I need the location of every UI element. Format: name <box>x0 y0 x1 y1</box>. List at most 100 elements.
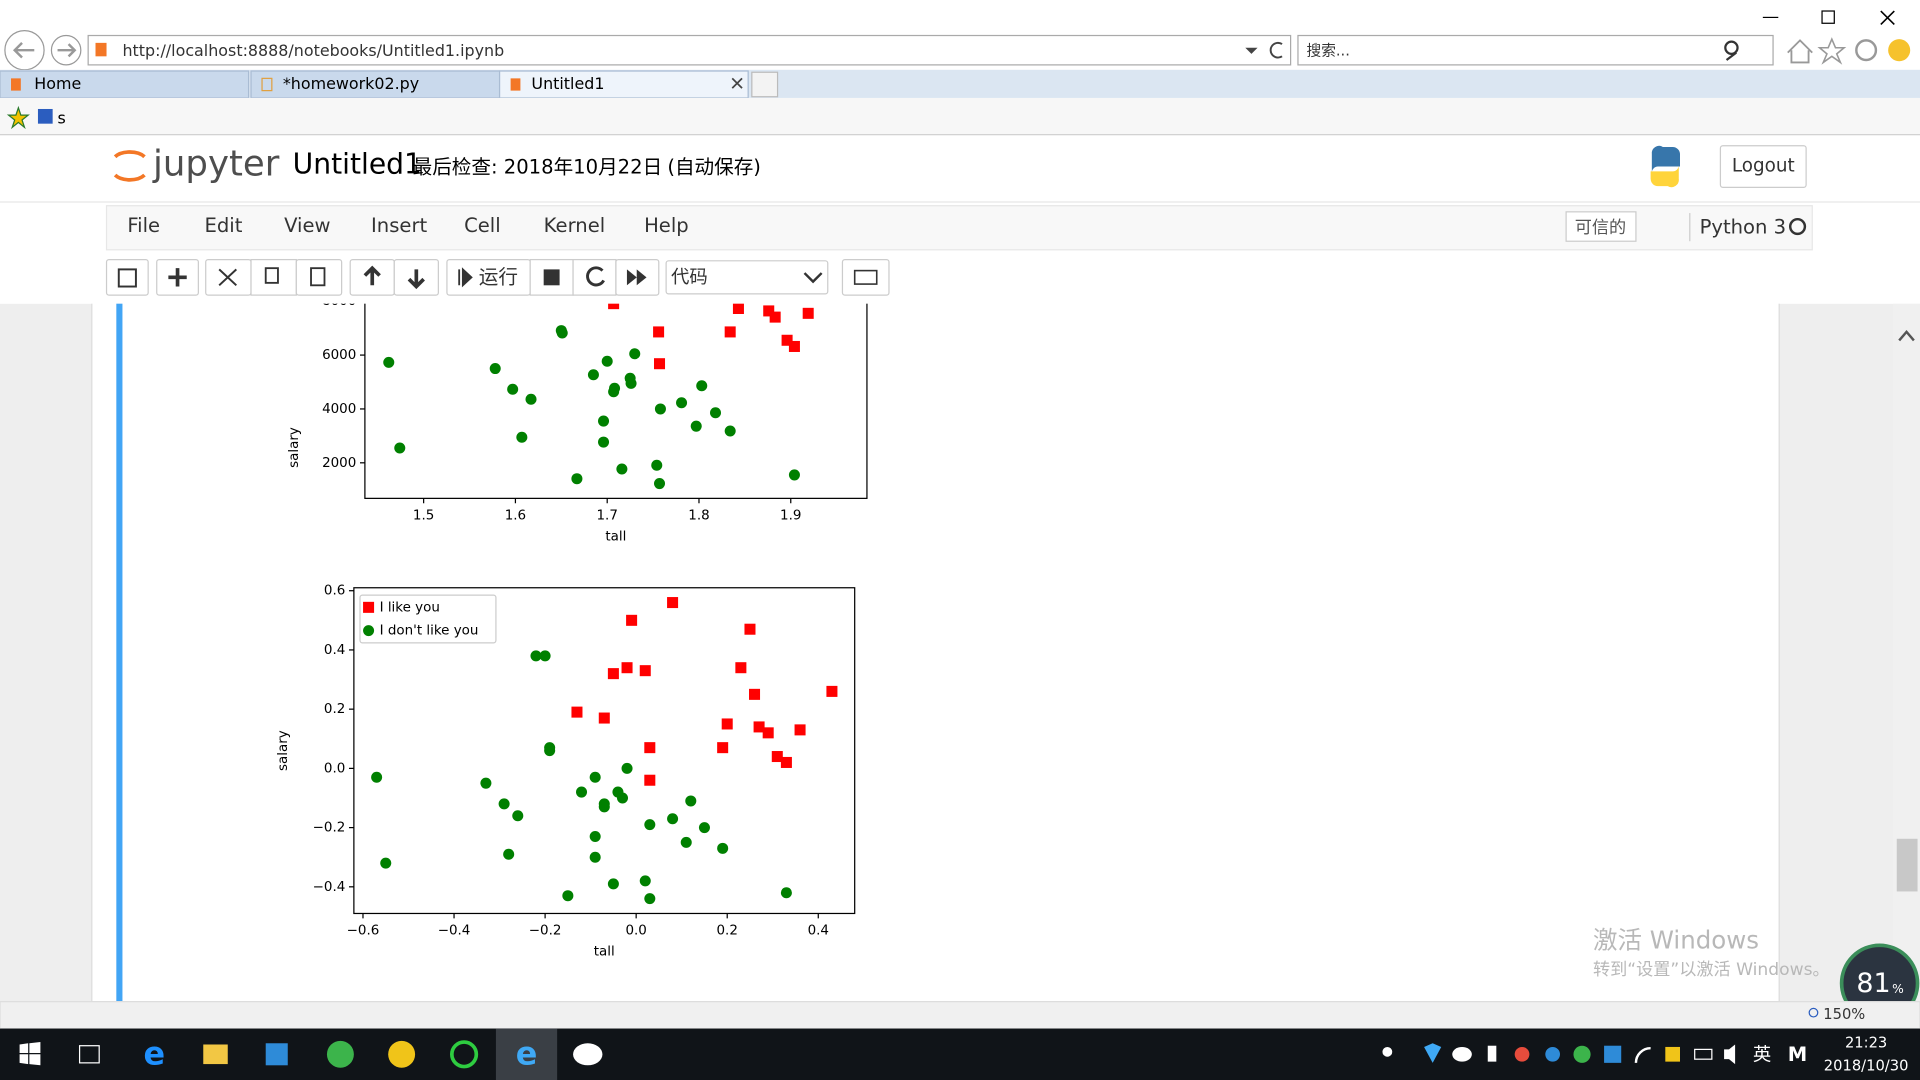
battery[interactable] <box>1694 1048 1713 1060</box>
app-icon[interactable] <box>388 1040 416 1068</box>
wechat-icon[interactable] <box>573 1043 603 1066</box>
tray-icon[interactable] <box>1382 1046 1393 1057</box>
tray-icon[interactable] <box>1452 1046 1472 1062</box>
jupyter-logo[interactable]: jupyter <box>152 143 280 184</box>
menu-item[interactable]: Insert <box>371 214 427 237</box>
circle-marker <box>629 348 641 360</box>
clock-time[interactable]: 21:23 <box>1845 1034 1887 1051</box>
app-icon[interactable] <box>326 1040 354 1068</box>
search-box[interactable] <box>1297 34 1774 66</box>
circle-marker <box>530 650 542 662</box>
task-view[interactable] <box>78 1045 100 1064</box>
tray-icon[interactable] <box>1514 1046 1530 1062</box>
app-icon[interactable] <box>450 1040 479 1069</box>
autosave: (自动保存) <box>667 155 761 178</box>
menu-item[interactable]: Edit <box>204 214 242 237</box>
store-icon[interactable] <box>265 1043 288 1066</box>
new-tab[interactable] <box>751 71 779 98</box>
copy-button[interactable] <box>250 258 297 296</box>
feedback-icon[interactable] <box>1888 39 1911 62</box>
cell-type-select[interactable] <box>665 260 829 295</box>
url-dropdown[interactable] <box>1245 47 1258 54</box>
tab[interactable] <box>0 70 250 99</box>
tab[interactable] <box>250 70 501 99</box>
run-label[interactable]: 运行 <box>479 265 518 288</box>
x-tick-label: −0.4 <box>438 924 471 939</box>
tray-icon[interactable] <box>1487 1045 1497 1062</box>
circle-marker <box>589 851 601 863</box>
circle-marker <box>698 822 710 834</box>
circle-marker <box>507 383 519 395</box>
home-icon[interactable] <box>1787 39 1813 64</box>
tray-icon[interactable] <box>1573 1045 1591 1063</box>
tray-icon[interactable] <box>1634 1046 1651 1063</box>
ie-icon[interactable]: e <box>516 1035 538 1073</box>
cell-type[interactable]: 代码 <box>671 267 708 288</box>
ime-mode[interactable]: M <box>1788 1043 1807 1066</box>
paste-button[interactable] <box>295 258 343 296</box>
restart-button[interactable] <box>572 258 617 296</box>
minimize[interactable]: — <box>1762 7 1779 27</box>
logout-label[interactable]: Logout <box>1732 156 1795 177</box>
menu-item[interactable]: Help <box>644 214 689 237</box>
menu-item[interactable]: Kernel <box>544 214 606 237</box>
keyboard-button[interactable] <box>841 258 890 296</box>
url[interactable]: http://localhost:8888/notebooks/Untitled… <box>122 41 504 60</box>
square-marker <box>802 307 814 319</box>
circle-marker <box>363 625 375 637</box>
tab-close[interactable] <box>731 77 743 89</box>
edge-icon[interactable]: e <box>143 1035 165 1073</box>
zoom-level[interactable]: 150% <box>1823 1006 1865 1023</box>
y-tick-label: 0.4 <box>324 643 345 658</box>
active-app[interactable] <box>495 1028 558 1080</box>
start-button[interactable] <box>19 1042 41 1066</box>
tray-icon[interactable] <box>1545 1046 1560 1062</box>
tab-title[interactable]: *homework02.py <box>283 74 419 93</box>
circle-marker <box>544 745 556 757</box>
notebook-name[interactable]: Untitled1 <box>293 147 422 180</box>
explorer-icon[interactable] <box>203 1044 228 1065</box>
tray-icon[interactable] <box>1604 1045 1622 1063</box>
y-tick-label: −0.4 <box>313 880 346 895</box>
icon-up <box>363 265 381 286</box>
tray-icon[interactable] <box>1424 1043 1442 1063</box>
plots: 1.51.61.71.81.92000400060008000tallsalar… <box>276 273 868 959</box>
favorites-icon[interactable] <box>1817 37 1847 65</box>
close[interactable] <box>1880 10 1895 26</box>
tab-title[interactable]: Home <box>34 74 81 93</box>
favorite-link[interactable]: s <box>58 108 66 127</box>
circle-marker <box>525 393 537 405</box>
square-marker <box>826 685 838 697</box>
tab[interactable] <box>498 70 749 99</box>
restore[interactable] <box>1821 10 1835 24</box>
x-tick-label: 1.5 <box>413 509 434 524</box>
icon-paste <box>310 267 326 287</box>
x-tick-label: 0.2 <box>717 924 738 939</box>
trusted[interactable]: 可信的 <box>1575 218 1626 238</box>
x-tick-label: 1.9 <box>780 509 801 524</box>
scroll-thumb[interactable] <box>1896 838 1918 892</box>
menu-item[interactable]: View <box>284 214 330 237</box>
settings-icon[interactable] <box>1855 39 1878 62</box>
square-marker <box>762 727 774 739</box>
refresh[interactable] <box>1269 41 1283 59</box>
menu-item[interactable]: Cell <box>464 214 501 237</box>
scroll-up[interactable] <box>1898 329 1915 342</box>
menu-item[interactable]: File <box>127 214 160 237</box>
icon-restart <box>586 266 605 287</box>
address-bar[interactable] <box>87 34 1292 66</box>
y-tick-label: 6000 <box>322 348 356 363</box>
search-placeholder[interactable]: 搜索... <box>1307 42 1350 59</box>
search-icon[interactable] <box>1724 40 1739 55</box>
tab-title[interactable]: Untitled1 <box>531 74 604 93</box>
trusted-box[interactable] <box>1565 211 1637 242</box>
favorites-star[interactable] <box>6 105 30 130</box>
ime[interactable]: 英 <box>1753 1045 1771 1066</box>
tray-icon[interactable] <box>1665 1046 1680 1062</box>
save-button[interactable] <box>105 258 149 296</box>
clock-date[interactable]: 2018/10/30 <box>1824 1058 1909 1075</box>
square-marker <box>721 718 733 730</box>
x-tick-label: −0.6 <box>347 924 380 939</box>
logout-button[interactable] <box>1719 145 1807 188</box>
scrollbar[interactable] <box>1893 303 1920 1002</box>
